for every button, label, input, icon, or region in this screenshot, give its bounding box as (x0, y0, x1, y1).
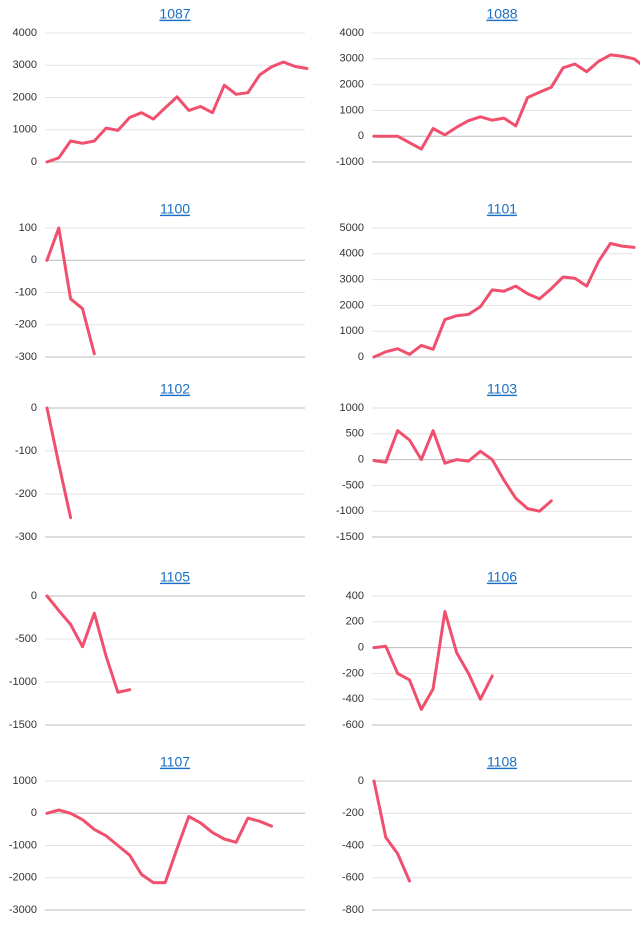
y-tick-label: 100 (19, 222, 37, 234)
y-tick-label: 0 (358, 642, 364, 654)
y-tick-label: -100 (15, 286, 37, 298)
y-tick-label: -1000 (336, 156, 364, 168)
y-tick-label: 0 (31, 254, 37, 266)
line-series (45, 808, 273, 885)
y-tick-label: 3000 (340, 53, 364, 65)
y-tick-label: 2000 (340, 79, 364, 91)
y-tick-label: 0 (31, 402, 37, 414)
chart-title[interactable]: 1101 (487, 201, 517, 217)
y-tick-label: -200 (342, 667, 364, 679)
y-tick-label: 0 (358, 130, 364, 142)
y-tick-label: 0 (31, 807, 37, 819)
y-tick-label: -800 (342, 904, 364, 916)
y-tick-label: 2000 (340, 299, 364, 311)
chart-title[interactable]: 1102 (160, 381, 190, 397)
y-tick-label: 0 (358, 454, 364, 466)
y-tick-label: 500 (346, 428, 364, 440)
chart-title[interactable]: 1103 (487, 381, 517, 397)
y-tick-label: -400 (342, 693, 364, 705)
chart-title[interactable]: 1100 (160, 201, 190, 217)
line-series (372, 53, 640, 151)
y-tick-label: -2000 (9, 872, 37, 884)
y-tick-label: -1500 (336, 531, 364, 543)
y-tick-label: 1000 (13, 775, 37, 787)
chart-title[interactable]: 1088 (486, 6, 517, 22)
y-tick-label: 0 (31, 156, 37, 168)
chart-title[interactable]: 1087 (159, 6, 190, 22)
y-tick-label: -300 (15, 531, 37, 543)
line-series (372, 779, 411, 883)
y-tick-label: 1000 (340, 104, 364, 116)
y-tick-label: 1000 (340, 402, 364, 414)
line-series (45, 226, 96, 356)
line-series (45, 406, 73, 520)
y-tick-label: -200 (342, 807, 364, 819)
y-tick-label: -3000 (9, 904, 37, 916)
y-tick-label: 3000 (340, 274, 364, 286)
y-tick-label: 0 (358, 775, 364, 787)
y-tick-label: -600 (342, 872, 364, 884)
y-tick-label: 1000 (340, 325, 364, 337)
y-tick-label: 4000 (340, 27, 364, 39)
y-tick-label: -1000 (336, 505, 364, 517)
y-tick-label: -200 (15, 488, 37, 500)
y-tick-label: -200 (15, 319, 37, 331)
y-tick-label: 5000 (340, 222, 364, 234)
y-tick-label: -1000 (9, 839, 37, 851)
line-series (45, 594, 132, 694)
chart-title[interactable]: 1107 (160, 754, 190, 770)
y-tick-label: -600 (342, 719, 364, 731)
y-tick-label: 3000 (13, 59, 37, 71)
line-series (372, 242, 636, 359)
y-tick-label: -1000 (9, 676, 37, 688)
y-tick-label: -500 (342, 479, 364, 491)
line-series (45, 60, 309, 164)
y-tick-label: -300 (15, 351, 37, 363)
y-tick-label: -500 (15, 633, 37, 645)
line-series (372, 610, 494, 711)
y-tick-label: -400 (342, 839, 364, 851)
y-tick-label: -1500 (9, 719, 37, 731)
y-tick-label: -100 (15, 445, 37, 457)
y-tick-label: 0 (31, 590, 37, 602)
line-series (372, 429, 553, 513)
y-tick-label: 400 (346, 590, 364, 602)
y-tick-label: 200 (346, 616, 364, 628)
y-tick-label: 0 (358, 351, 364, 363)
y-tick-label: 1000 (13, 124, 37, 136)
y-tick-label: 4000 (13, 27, 37, 39)
chart-title[interactable]: 1108 (487, 754, 517, 770)
chart-title[interactable]: 1106 (487, 569, 517, 585)
y-tick-label: 2000 (13, 91, 37, 103)
chart-title[interactable]: 1105 (160, 569, 190, 585)
y-tick-label: 4000 (340, 248, 364, 260)
